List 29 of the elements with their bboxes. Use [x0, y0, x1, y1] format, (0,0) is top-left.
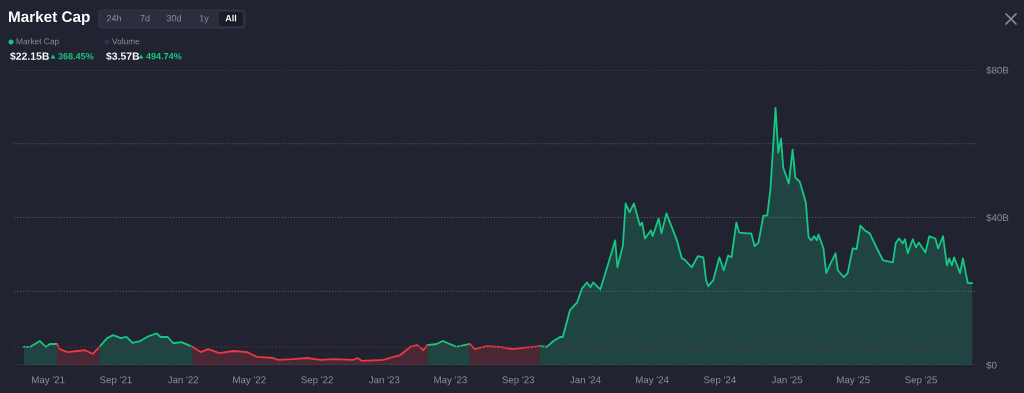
y-tick-label: $0: [986, 361, 997, 370]
y-tick-label: $40B: [986, 213, 1009, 222]
text: 1y: [199, 15, 209, 24]
x-tick-label: May '25: [837, 376, 870, 386]
text: All: [225, 14, 237, 22]
text: 494.74%: [146, 53, 182, 60]
text: Market Cap: [16, 38, 59, 46]
x-tick-label: Sep '23: [502, 376, 535, 386]
x-tick-label: Sep '24: [703, 376, 736, 386]
text: $3.57B: [106, 51, 140, 61]
x-tick-label: Sep '21: [100, 376, 132, 386]
text: 24h: [106, 14, 121, 22]
text: 7d: [140, 14, 150, 22]
x-tick-label: Jan '24: [570, 376, 601, 384]
x-tick-label: Sep '25: [905, 376, 937, 386]
chart-title: Market Cap: [9, 10, 90, 26]
x-tick-label: Jan '23: [368, 376, 400, 384]
x-tick-label: May '22: [233, 376, 266, 386]
text: 30d: [166, 14, 181, 22]
text: 368.45%: [58, 53, 94, 60]
x-tick-label: May '21: [32, 376, 65, 386]
text: Volume: [112, 38, 140, 45]
y-tick-label: $80B: [986, 66, 1009, 75]
x-tick-label: Jan '25: [771, 376, 803, 384]
x-tick-label: May '23: [434, 376, 467, 386]
text: $22.15B: [10, 51, 49, 61]
x-tick-label: Sep '22: [301, 376, 333, 386]
x-tick-label: May '24: [636, 376, 669, 386]
x-tick-label: Jan '22: [167, 376, 199, 384]
